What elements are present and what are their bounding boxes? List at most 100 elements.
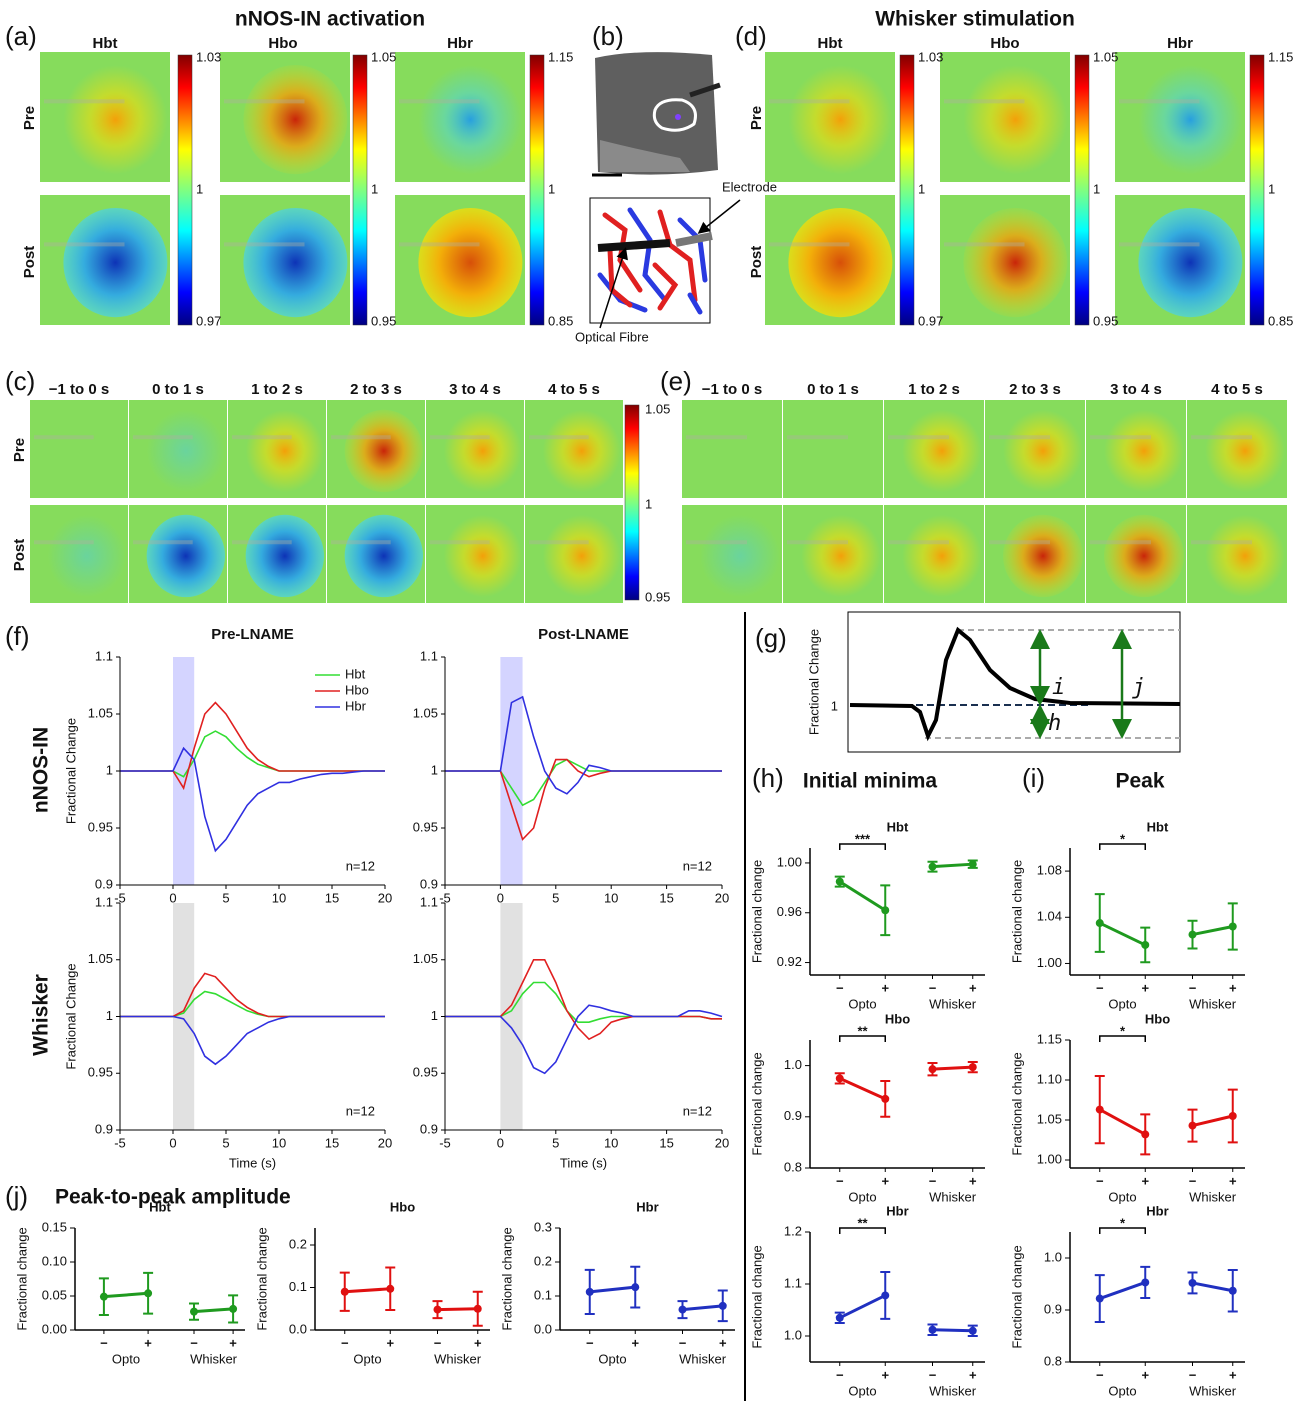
chart-title: Hbo — [885, 1011, 910, 1026]
colorbar-label: 1 — [548, 181, 555, 196]
colorbar-label: 1 — [1093, 181, 1100, 196]
mean-point — [1141, 1278, 1149, 1286]
heatmap-tint — [788, 65, 892, 174]
y-tick-label: 1.00 — [1037, 955, 1062, 970]
y-tick-label: 1.10 — [1037, 1071, 1062, 1086]
colorbar-label: 0.97 — [918, 313, 943, 328]
y-tick-label: 1 — [106, 1008, 113, 1023]
heatmap-tint — [444, 410, 522, 492]
heatmap-tint — [48, 515, 126, 597]
heatmap-tint — [1104, 410, 1184, 492]
column-label: Hbt — [818, 35, 843, 52]
x-tick-label: 10 — [272, 1135, 286, 1150]
group-label: Whisker — [679, 1351, 727, 1366]
column-label: Hbo — [990, 35, 1019, 52]
panel-title: Whisker stimulation — [875, 8, 1075, 31]
y-tick-label: 1 — [106, 762, 113, 777]
x-tick-label: + — [144, 1335, 152, 1350]
x-tick-label: + — [969, 1367, 977, 1382]
significance: ** — [857, 1023, 868, 1038]
heatmap-tint — [246, 410, 324, 492]
x-tick-label: 5 — [552, 1135, 559, 1150]
colorbar-label: 1 — [371, 181, 378, 196]
axis-label: Fractional change — [1009, 1052, 1024, 1155]
y-tick-label: 1 — [431, 762, 438, 777]
mean-connector — [1193, 927, 1233, 935]
group-label: Whisker — [929, 996, 977, 1011]
significance: *** — [855, 831, 871, 846]
y-tick-label: 1.1 — [95, 894, 113, 909]
heatmap-tint — [1003, 515, 1083, 597]
brain-image — [590, 50, 720, 178]
x-tick-label: + — [719, 1335, 727, 1350]
mean-point — [969, 1063, 977, 1071]
heatmap-tint — [243, 65, 347, 174]
mean-point — [631, 1283, 639, 1291]
row-label: Pre — [21, 106, 38, 130]
y-tick-label: 1.1 — [95, 648, 113, 663]
group-label: Whisker — [190, 1351, 238, 1366]
panel-title: Initial minima — [803, 770, 938, 793]
heatmap-tint — [1205, 515, 1285, 597]
heatmap-tint — [1138, 65, 1242, 174]
x-tick-label: 15 — [325, 1135, 339, 1150]
group-label: Whisker — [1189, 996, 1237, 1011]
x-tick-label: + — [1229, 1367, 1237, 1382]
mean-connector — [933, 1067, 973, 1069]
heatmap-tile — [682, 400, 782, 498]
x-tick-label: 0 — [169, 1135, 176, 1150]
x-tick-label: -5 — [114, 1135, 126, 1150]
mean-point — [1189, 1122, 1197, 1130]
y-tick-label: 1.05 — [88, 951, 113, 966]
row-label: Pre — [11, 438, 28, 462]
x-tick-label: − — [836, 980, 844, 995]
mean-connector — [840, 1078, 886, 1098]
window-label: 4 to 5 s — [1211, 381, 1263, 398]
chart-title: Hbr — [1146, 1203, 1168, 1218]
x-tick-label: − — [586, 1335, 594, 1350]
x-tick-label: 20 — [378, 890, 392, 905]
legend-label: Hbt — [345, 666, 366, 681]
panel-title: Peak-to-peak amplitude — [55, 1186, 291, 1209]
y-tick-label: 1.00 — [1037, 1151, 1062, 1166]
x-tick-label: + — [881, 1173, 889, 1188]
window-label: −1 to 0 s — [49, 381, 109, 398]
x-tick-label: 15 — [659, 1135, 673, 1150]
panel-label: (e) — [660, 366, 692, 396]
tick-label: 1 — [831, 698, 838, 713]
window-label: 4 to 5 s — [548, 381, 600, 398]
heatmap-tint — [63, 65, 167, 174]
x-tick-label: + — [881, 980, 889, 995]
mean-point — [341, 1288, 349, 1296]
colorbar-label: 1 — [1268, 181, 1275, 196]
y-tick-label: 1.0 — [1044, 1249, 1062, 1264]
x-tick-label: + — [474, 1335, 482, 1350]
axis-label: Time (s) — [229, 1155, 276, 1170]
axis-label: Time (s) — [560, 1155, 607, 1170]
window-label: −1 to 0 s — [702, 381, 762, 398]
axis-label: Fractional Change — [63, 963, 78, 1069]
group-label: Opto — [598, 1351, 626, 1366]
x-tick-label: + — [1141, 1367, 1149, 1382]
x-tick-label: + — [1229, 1173, 1237, 1188]
window-label: 0 to 1 s — [152, 381, 204, 398]
series-line — [120, 703, 385, 789]
x-tick-label: − — [836, 1367, 844, 1382]
group-label: Whisker — [929, 1383, 977, 1398]
mean-connector — [438, 1309, 478, 1310]
x-tick-label: + — [631, 1335, 639, 1350]
mean-point — [386, 1285, 394, 1293]
chart-title: Hbt — [1147, 819, 1169, 834]
annotation: n=12 — [683, 858, 712, 873]
x-tick-label: − — [1096, 1173, 1104, 1188]
vessel-diagram — [590, 198, 740, 328]
mean-connector — [683, 1306, 723, 1310]
mean-point — [679, 1306, 687, 1314]
x-tick-label: − — [1189, 980, 1197, 995]
y-tick-label: 0.9 — [1044, 1301, 1062, 1316]
heatmap-tint — [1003, 410, 1083, 492]
heatmap-tint — [902, 410, 982, 492]
x-tick-label: − — [929, 1173, 937, 1188]
axis-label: Fractional Change — [63, 718, 78, 824]
